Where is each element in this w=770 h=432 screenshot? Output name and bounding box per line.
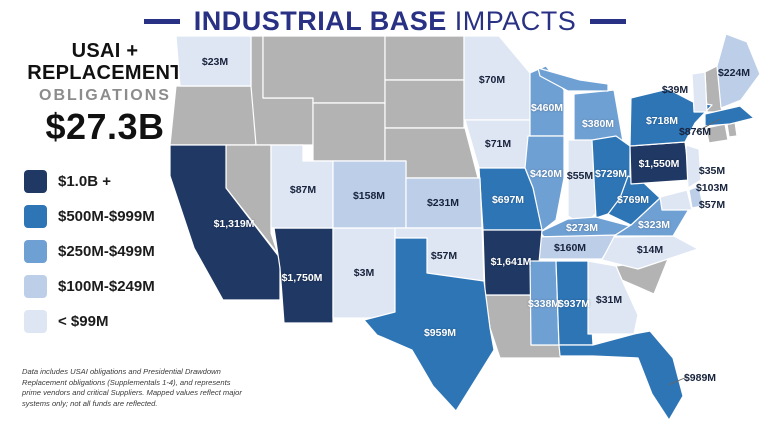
total-obligations-value: $27.3B — [45, 105, 165, 147]
state-CA — [169, 144, 281, 301]
state-PA — [629, 141, 691, 185]
state-MT — [262, 35, 386, 104]
us-map-container: $23M $1,319M $1,750M $3M $87M $158M $70M $71M $4… — [168, 28, 768, 428]
state-CT — [705, 123, 729, 144]
state-KS — [405, 177, 483, 229]
legend-label: < $99M — [58, 313, 109, 330]
legend-item-3: $100M-$249M — [24, 275, 155, 298]
legend-item-1: $500M-$999M — [24, 205, 155, 228]
legend-item-0: $1.0B + — [24, 170, 155, 193]
obligations-summary: USAI + REPLACEMENT OBLIGATIONS $27.3B — [16, 40, 194, 147]
legend-swatch-tier_99 — [24, 310, 47, 333]
legend-item-4: < $99M — [24, 310, 155, 333]
legend-label: $500M-$999M — [58, 208, 155, 225]
page-title: INDUSTRIAL BASE IMPACTS — [194, 6, 577, 37]
state-DE — [688, 185, 704, 209]
page-title-strong: INDUSTRIAL BASE — [193, 5, 447, 36]
state-MS — [529, 260, 560, 346]
state-NJ — [685, 144, 702, 189]
us-map — [169, 33, 761, 421]
state-GA — [587, 260, 639, 335]
legend-swatch-tier_100 — [24, 275, 47, 298]
legend-label: $1.0B + — [58, 173, 111, 190]
state-MO — [478, 167, 543, 231]
summary-line-1: USAI + — [71, 40, 139, 62]
state-NM — [332, 227, 396, 319]
summary-line-3: OBLIGATIONS — [39, 86, 171, 104]
state-CO — [332, 160, 407, 229]
state-ME — [716, 33, 761, 109]
leader-line-florida — [667, 376, 688, 386]
state-FL — [558, 330, 684, 421]
legend-label: $100M-$249M — [58, 278, 155, 295]
state-NY — [629, 88, 713, 147]
state-NC — [601, 235, 699, 270]
legend-swatch-tier_1b — [24, 170, 47, 193]
legend-label: $250M-$499M — [58, 243, 155, 260]
state-ND — [384, 35, 465, 81]
state-VT — [691, 71, 708, 113]
title-rule-right — [590, 18, 627, 24]
state-AZ — [273, 227, 334, 324]
state-TX — [363, 237, 495, 412]
state-IN — [567, 139, 597, 227]
legend-item-2: $250M-$499M — [24, 240, 155, 263]
map-legend: $1.0B + $500M-$999M $250M-$499M $100M-$249M… — [24, 170, 155, 333]
state-WY — [312, 102, 386, 162]
state-WA — [175, 35, 252, 87]
state-OR — [169, 85, 257, 146]
legend-swatch-tier_500 — [24, 205, 47, 228]
header: INDUSTRIAL BASE IMPACTS — [0, 4, 770, 38]
state-MD — [659, 189, 693, 211]
page-title-light: IMPACTS — [454, 5, 577, 36]
footnote: Data includes USAI obligations and Presi… — [22, 367, 242, 408]
summary-line-2: REPLACEMENT — [27, 62, 183, 85]
state-MN — [463, 35, 531, 121]
state-SD — [384, 79, 465, 129]
title-rule-left — [143, 18, 180, 24]
leader-line-massachusetts — [695, 118, 721, 133]
legend-swatch-tier_250 — [24, 240, 47, 263]
state-MI — [537, 67, 609, 92]
state-IA — [464, 119, 536, 169]
